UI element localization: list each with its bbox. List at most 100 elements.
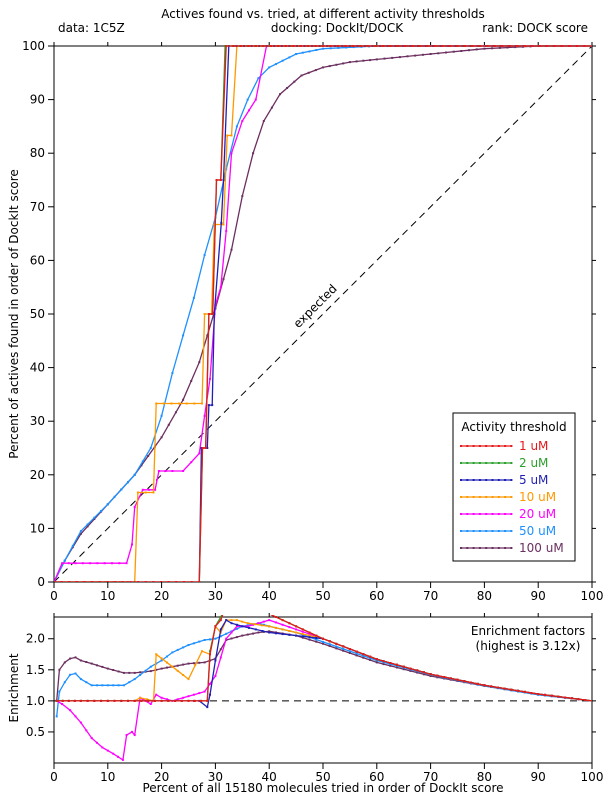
series-point [206,334,209,337]
legend-marker [460,496,462,498]
data-label: data: 1C5Z [58,21,125,35]
series-point [118,562,121,565]
series-point [128,671,131,674]
series-point [79,678,82,681]
series-point [147,699,150,702]
series-point [288,626,291,629]
series-point [252,632,255,635]
series-point [568,45,571,47]
series-point [219,648,222,651]
series-point [111,562,113,565]
y-tick-label: 90 [30,93,45,107]
series-point [112,669,115,671]
series-point [145,698,148,701]
x-tick-label: 100 [581,770,604,784]
series-point [141,460,144,463]
x-tick-label: 50 [315,589,330,603]
legend-marker [472,445,475,447]
series-point [328,640,331,643]
series-point [315,638,318,641]
series-point [335,642,338,645]
series-point [133,678,136,681]
series-point [136,491,139,494]
series-point [464,45,467,47]
series-point [252,623,255,626]
series-point [117,670,120,673]
series-point [274,621,277,624]
series-point [268,66,271,69]
series-point [476,682,479,685]
series-point [69,657,72,660]
series-point [329,47,332,50]
series-point [106,699,109,702]
series-point [498,46,501,49]
chart-title: Actives found vs. tried, at different ac… [161,7,484,21]
series-point [348,650,351,653]
series-point [128,681,131,684]
series-point [570,697,573,700]
legend-marker [510,479,513,481]
legend-item: 2 uM [460,456,548,470]
legend-marker [497,530,500,532]
series-point [164,470,167,472]
series-point [166,655,168,658]
series-point [241,195,244,198]
series-point [125,562,128,565]
series-point [274,632,277,635]
series-point [253,623,256,626]
series-point [583,45,586,47]
series-point [322,47,324,50]
bottom-y-axis-label: Enrichment [7,653,21,722]
y-tick-label: 30 [30,414,45,428]
series-point [355,60,358,63]
series-point [127,699,129,702]
series-point [211,313,214,315]
x-tick-label: 10 [100,770,115,784]
series-point [396,45,399,47]
series-point [58,668,61,671]
legend-marker [510,547,513,549]
series-point [155,693,158,696]
series-point [101,684,104,687]
series-point [155,653,158,656]
series-point [337,46,340,49]
legend-marker [504,445,507,447]
series-point [187,678,190,681]
series-point [537,693,540,695]
series-point [443,676,446,678]
series-point [460,50,463,52]
legend-item: 50 uM [460,524,556,538]
series-point [322,640,324,643]
series-point [185,402,188,405]
legend-marker [497,547,500,549]
series-point [308,50,311,53]
y-tick-label: 2.0 [26,632,45,646]
series-point [144,669,147,672]
series-point [106,581,109,582]
series-point [225,229,228,232]
series-point [369,659,372,661]
series-point [274,626,277,629]
series-point [203,254,206,256]
series-point [152,491,155,494]
series-point [137,581,140,582]
series-point [170,402,173,405]
series-point [429,53,432,55]
series-point [510,688,513,691]
series-point [54,581,55,582]
top-series [54,45,592,582]
series-point [230,619,233,622]
rank-label: rank: DOCK score [482,21,588,35]
series-point [262,620,265,623]
series-point [180,699,183,702]
series-point [182,334,185,337]
series-point [176,698,179,701]
series-point [219,179,222,181]
series-point [61,703,64,705]
series-point [301,51,304,54]
series-point [274,63,277,66]
y-tick-label: 40 [30,361,45,375]
series-point [367,45,369,47]
series-point [295,628,298,631]
y-tick-label: 50 [30,307,45,321]
